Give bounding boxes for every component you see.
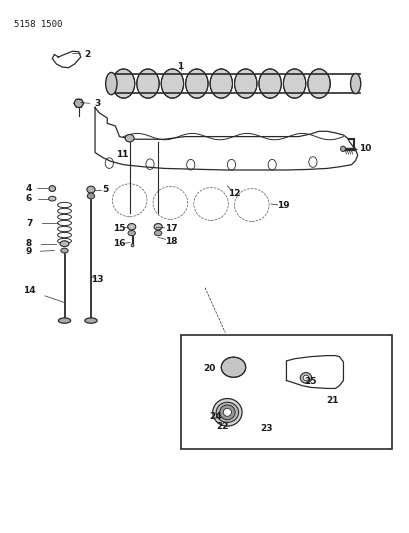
Text: 16: 16 xyxy=(113,239,126,248)
Ellipse shape xyxy=(87,193,94,199)
Text: 23: 23 xyxy=(259,424,272,433)
Ellipse shape xyxy=(223,408,231,416)
Text: 6: 6 xyxy=(26,194,32,203)
Text: 7: 7 xyxy=(26,219,32,228)
Text: 25: 25 xyxy=(304,377,316,386)
Ellipse shape xyxy=(85,318,97,323)
Text: 14: 14 xyxy=(23,286,35,295)
Ellipse shape xyxy=(185,69,207,98)
Ellipse shape xyxy=(128,230,135,236)
Ellipse shape xyxy=(234,69,256,98)
Ellipse shape xyxy=(258,69,281,98)
Text: 8: 8 xyxy=(26,239,32,248)
Bar xyxy=(180,335,391,449)
Text: 1: 1 xyxy=(177,62,183,70)
Text: 12: 12 xyxy=(227,189,240,198)
Ellipse shape xyxy=(154,230,162,236)
Text: 21: 21 xyxy=(325,395,337,405)
Text: 20: 20 xyxy=(202,364,215,373)
Ellipse shape xyxy=(61,248,68,253)
Text: 5158 1500: 5158 1500 xyxy=(13,20,62,29)
Ellipse shape xyxy=(87,186,95,193)
Text: 18: 18 xyxy=(165,237,178,246)
Text: 24: 24 xyxy=(208,411,221,421)
Ellipse shape xyxy=(299,373,311,383)
Ellipse shape xyxy=(161,69,183,98)
Text: 17: 17 xyxy=(165,224,178,233)
Ellipse shape xyxy=(154,223,162,230)
Text: 2: 2 xyxy=(83,50,90,59)
Ellipse shape xyxy=(125,134,134,142)
Ellipse shape xyxy=(127,223,135,230)
Ellipse shape xyxy=(350,74,360,94)
Ellipse shape xyxy=(49,185,55,191)
Text: 13: 13 xyxy=(91,275,103,284)
Text: 10: 10 xyxy=(358,144,370,154)
Text: 5: 5 xyxy=(102,185,108,194)
Ellipse shape xyxy=(307,69,329,98)
Ellipse shape xyxy=(74,99,83,108)
Text: 19: 19 xyxy=(276,201,289,210)
Text: 4: 4 xyxy=(26,183,32,192)
Ellipse shape xyxy=(219,405,234,419)
Ellipse shape xyxy=(58,318,70,323)
Text: 22: 22 xyxy=(216,422,228,431)
Ellipse shape xyxy=(283,69,305,98)
Text: 11: 11 xyxy=(116,150,129,159)
Ellipse shape xyxy=(302,375,308,381)
Ellipse shape xyxy=(216,402,238,422)
Ellipse shape xyxy=(49,196,56,201)
Ellipse shape xyxy=(212,399,241,426)
Ellipse shape xyxy=(131,244,134,247)
Ellipse shape xyxy=(112,69,135,98)
Ellipse shape xyxy=(340,146,345,151)
Ellipse shape xyxy=(106,72,117,95)
Ellipse shape xyxy=(209,69,232,98)
Text: 9: 9 xyxy=(26,247,32,256)
Ellipse shape xyxy=(60,241,69,247)
Ellipse shape xyxy=(221,357,245,377)
Ellipse shape xyxy=(137,69,159,98)
Text: 15: 15 xyxy=(113,224,126,233)
Text: 3: 3 xyxy=(94,99,100,108)
